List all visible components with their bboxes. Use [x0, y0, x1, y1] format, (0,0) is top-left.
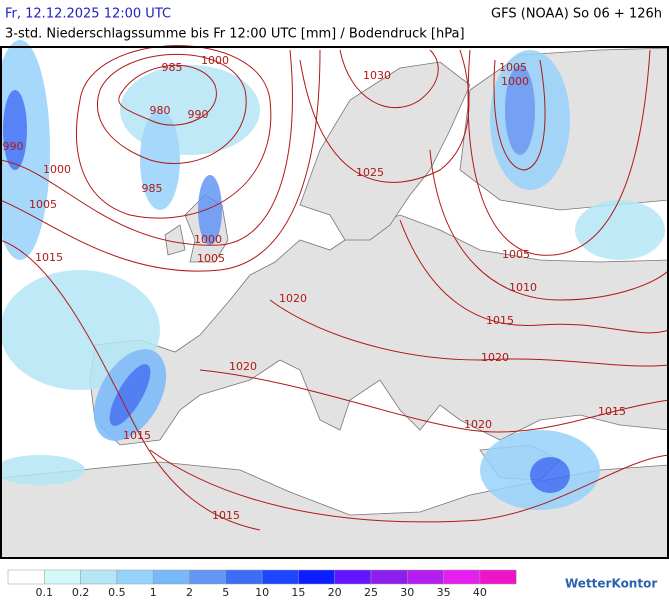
- legend-label: 2: [186, 586, 193, 599]
- legend-swatch: [407, 569, 444, 585]
- subtitle: 3-std. Niederschlagssumme bis Fr 12:00 U…: [5, 27, 465, 42]
- legend-label: 30: [400, 586, 414, 599]
- legend-swatch: [80, 569, 118, 585]
- legend: 0.1 0.2 0.5 1 2 5 10 15 20 25 30 35 40: [7, 569, 517, 599]
- isobar-label: 1000: [43, 163, 71, 176]
- legend-swatch: [261, 569, 299, 585]
- isobar-label: 1015: [598, 405, 626, 418]
- legend-label: 15: [291, 586, 305, 599]
- isobar-label: 1025: [356, 166, 384, 179]
- legend-label: 5: [222, 586, 229, 599]
- legend-swatch: [44, 569, 81, 585]
- isobar-label: 990: [3, 140, 24, 153]
- legend-label: 35: [437, 586, 451, 599]
- isobar-label: 1030: [363, 69, 391, 82]
- date: Fr, 12.12.2025 12:00 UTC: [5, 7, 171, 22]
- brand: WetterKontor: [565, 577, 657, 591]
- isobar-label: 1015: [212, 509, 240, 522]
- isobar-label: 1010: [509, 281, 537, 294]
- legend-label: 25: [364, 586, 378, 599]
- legend-swatch: [189, 569, 227, 585]
- legend-label: 10: [255, 586, 269, 599]
- legend-swatch: [152, 569, 190, 585]
- isobar-label: 1015: [486, 314, 514, 327]
- isobar-label: 1005: [499, 61, 527, 74]
- isobar-label: 985: [162, 61, 183, 74]
- legend-label: 0.1: [36, 586, 54, 599]
- isobar-label: 1005: [197, 252, 225, 265]
- isobar-label: 1020: [279, 292, 307, 305]
- legend-swatch: [298, 569, 335, 585]
- isobar-label: 1000: [501, 75, 529, 88]
- legend-swatch: [370, 569, 408, 585]
- isobar-label: 1000: [194, 233, 222, 246]
- legend-label: 20: [328, 586, 342, 599]
- legend-swatch: [225, 569, 263, 585]
- isobar-label: 1015: [35, 251, 63, 264]
- isobar-label: 980: [150, 104, 171, 117]
- isobar-label: 985: [142, 182, 163, 195]
- legend-label: 1: [150, 586, 157, 599]
- model-run: GFS (NOAA) So 06 + 126h: [491, 7, 662, 22]
- isobar-label: 990: [188, 108, 209, 121]
- isobar-label: 1020: [481, 351, 509, 364]
- legend-swatch: [479, 569, 517, 585]
- isobar-label: 1015: [123, 429, 151, 442]
- isobar-label: 1020: [229, 360, 257, 373]
- legend-label: 0.2: [72, 586, 90, 599]
- isobar-label: 1005: [502, 248, 530, 261]
- legend-swatch: [334, 569, 372, 585]
- isobar-label: 1000: [201, 54, 229, 67]
- legend-swatch: [116, 569, 154, 585]
- legend-swatch: [7, 569, 45, 585]
- isobar-label: 1005: [29, 198, 57, 211]
- legend-swatch: [443, 569, 481, 585]
- isobar-label: 1020: [464, 418, 492, 431]
- legend-label: 40: [473, 586, 487, 599]
- legend-label: 0.5: [108, 586, 126, 599]
